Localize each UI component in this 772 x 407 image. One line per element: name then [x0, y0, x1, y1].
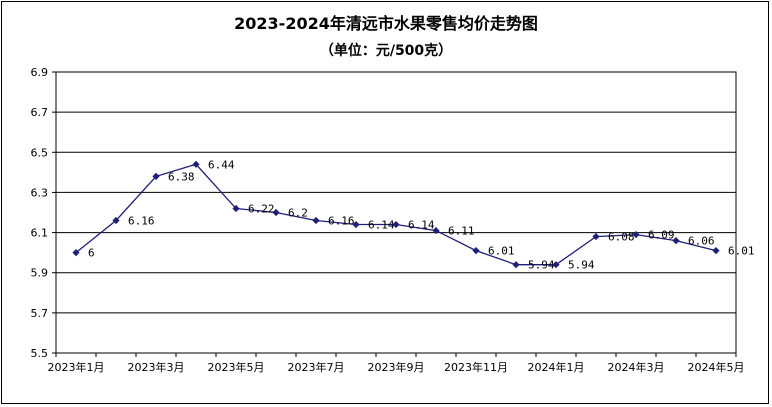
- data-label: 6.01: [728, 245, 755, 258]
- x-tick-label: 2024年3月: [608, 360, 665, 374]
- data-point: [232, 204, 240, 213]
- x-tick-label: 2023年7月: [288, 360, 345, 374]
- y-tick-label: 5.7: [31, 307, 49, 320]
- data-label: 6.44: [208, 158, 235, 171]
- x-tick-label: 2023年1月: [48, 360, 105, 374]
- data-point: [192, 160, 200, 168]
- data-point: [272, 208, 280, 217]
- data-point: [72, 249, 80, 257]
- data-point: [632, 230, 640, 239]
- data-point: [712, 247, 720, 255]
- data-label: 6.11: [448, 225, 475, 238]
- data-label: 6.16: [128, 215, 155, 228]
- data-label: 6.2: [288, 207, 308, 220]
- data-point: [472, 247, 480, 255]
- x-tick-label: 2024年5月: [688, 360, 745, 374]
- chart-title: 2023-2024年清远市水果零售均价走势图: [234, 14, 538, 33]
- chart-subtitle: （单位：元/500克）: [319, 43, 453, 59]
- data-label: 6: [88, 247, 95, 260]
- y-tick-label: 5.9: [31, 267, 49, 280]
- data-label: 6.09: [648, 229, 675, 242]
- data-point: [432, 226, 440, 235]
- data-point: [592, 232, 600, 241]
- x-tick-label: 2023年3月: [128, 360, 185, 374]
- data-label: 6.08: [608, 231, 635, 244]
- data-label: 6.01: [488, 245, 515, 258]
- data-point: [552, 261, 560, 269]
- y-tick-label: 6.1: [31, 227, 49, 240]
- y-tick-label: 5.5: [31, 347, 49, 360]
- y-tick-label: 6.7: [31, 106, 49, 119]
- data-label: 6.06: [688, 235, 715, 248]
- y-tick-label: 6.3: [31, 186, 49, 199]
- data-point: [152, 172, 160, 180]
- x-tick-label: 2023年9月: [368, 360, 425, 374]
- data-label: 5.94: [568, 259, 595, 272]
- data-label: 6.38: [168, 170, 195, 183]
- data-label: 6.22: [248, 202, 275, 215]
- data-label: 6.14: [368, 219, 395, 232]
- data-label: 6.14: [408, 219, 435, 232]
- data-point: [352, 220, 360, 229]
- data-point: [112, 216, 120, 225]
- y-tick-label: 6.9: [31, 66, 49, 79]
- data-point: [312, 216, 320, 225]
- data-point: [392, 220, 400, 229]
- data-label: 6.16: [328, 215, 355, 228]
- data-point: [672, 237, 680, 245]
- x-tick-label: 2023年11月: [444, 360, 508, 374]
- data-label: 5.94: [528, 259, 555, 272]
- y-tick-label: 6.5: [31, 146, 49, 159]
- plot-area: [55, 71, 737, 354]
- x-tick-label: 2023年5月: [208, 360, 265, 374]
- x-tick-label: 2024年1月: [528, 360, 585, 374]
- data-point: [512, 261, 520, 269]
